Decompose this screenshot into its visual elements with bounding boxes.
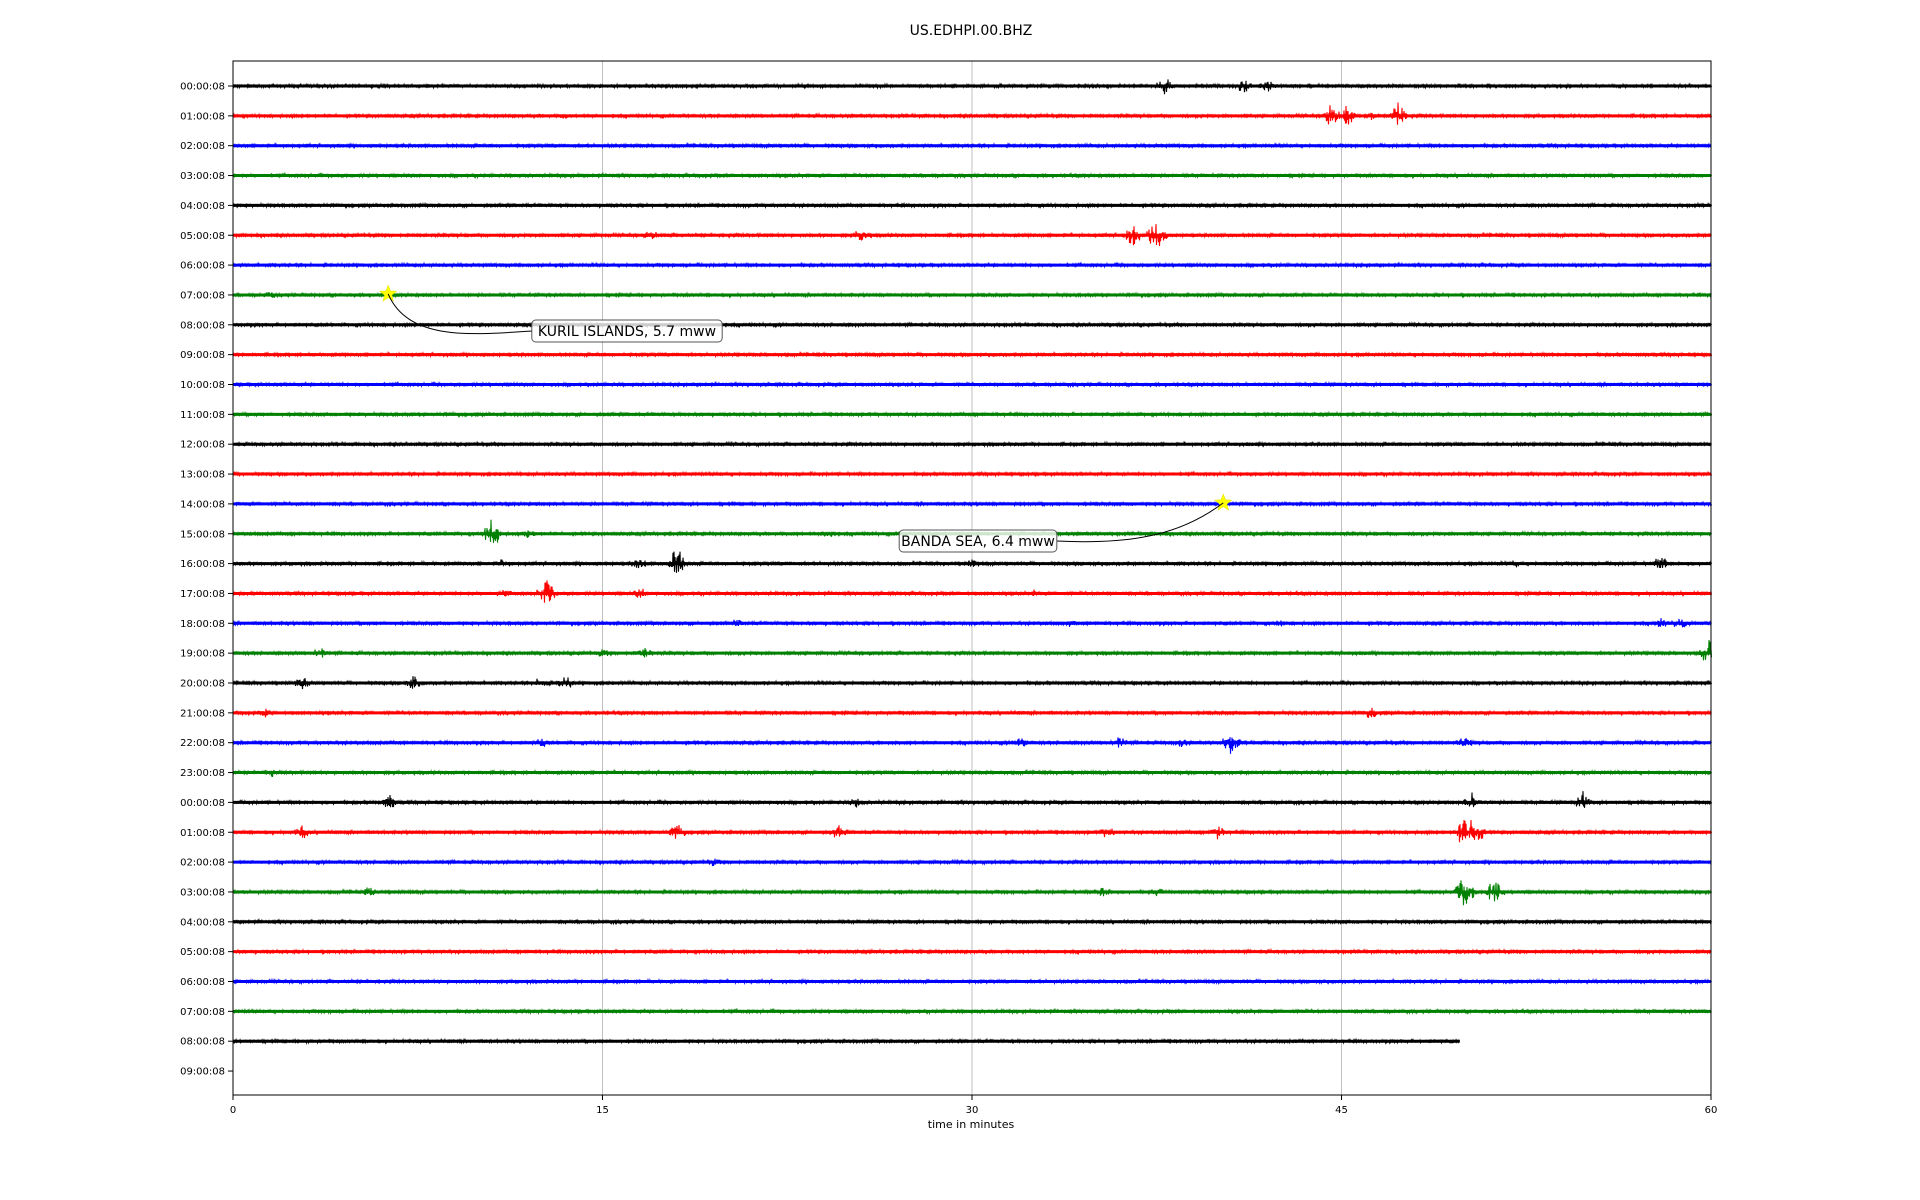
- event-star-icon: [1214, 493, 1233, 511]
- annotation-connector: [1056, 502, 1224, 543]
- x-tick-label: 15: [596, 1105, 609, 1116]
- row-label: 07:00:08: [180, 1007, 225, 1018]
- chart-title: US.EDHPI.00.BHZ: [910, 23, 1033, 39]
- annotation-group: KURIL ISLANDS, 5.7 mww BANDA SEA, 6.4 mww: [387, 293, 1224, 553]
- row-label: 00:00:08: [180, 82, 225, 93]
- row-label: 01:00:08: [180, 111, 225, 122]
- row-label: 05:00:08: [180, 231, 225, 242]
- row-label: 03:00:08: [180, 171, 225, 182]
- annotation-label: BANDA SEA, 6.4 mww: [901, 534, 1055, 550]
- row-label: 22:00:08: [180, 738, 225, 749]
- row-label: 11:00:08: [180, 410, 225, 421]
- row-label: 09:00:08: [180, 350, 225, 361]
- annotation-connector: [387, 293, 532, 335]
- row-label: 01:00:08: [180, 828, 225, 839]
- row-label: 21:00:08: [180, 708, 225, 719]
- row-label: 04:00:08: [180, 201, 225, 212]
- trace-group: [232, 79, 1713, 1045]
- row-label: 13:00:08: [180, 470, 225, 481]
- row-label: 08:00:08: [180, 1037, 225, 1048]
- row-label: 06:00:08: [180, 261, 225, 272]
- row-label: 00:00:08: [180, 798, 225, 809]
- x-axis-label: time in minutes: [928, 1118, 1015, 1131]
- event-star-icon: [378, 284, 398, 302]
- annotation-box: [898, 529, 1058, 553]
- x-tick-label: 60: [1705, 1105, 1718, 1116]
- row-label: 02:00:08: [180, 858, 225, 869]
- row-label: 19:00:08: [180, 649, 225, 660]
- row-label: 23:00:08: [180, 768, 225, 779]
- row-label: 12:00:08: [180, 440, 225, 451]
- row-label: 04:00:08: [180, 917, 225, 928]
- row-label: 06:00:08: [180, 977, 225, 988]
- annotation-box: [531, 319, 723, 343]
- annotation-label: KURIL ISLANDS, 5.7 mww: [538, 324, 716, 340]
- row-label: 09:00:08: [180, 1067, 225, 1078]
- x-tick-label: 0: [230, 1105, 236, 1116]
- row-label: 02:00:08: [180, 141, 225, 152]
- row-label: 08:00:08: [180, 320, 225, 331]
- row-label: 03:00:08: [180, 887, 225, 898]
- row-label: 07:00:08: [180, 290, 225, 301]
- x-tick-group: 0 15 30 45 60: [230, 1095, 1718, 1116]
- row-label: 05:00:08: [180, 947, 225, 958]
- x-tick-label: 30: [966, 1105, 979, 1116]
- row-label: 15:00:08: [180, 529, 225, 540]
- row-label: 20:00:08: [180, 679, 225, 690]
- event-star-group: [378, 284, 1233, 511]
- row-label: 17:00:08: [180, 589, 225, 600]
- row-label: 10:00:08: [180, 380, 225, 391]
- row-label: 18:00:08: [180, 619, 225, 630]
- row-label: 14:00:08: [180, 499, 225, 510]
- x-tick-label: 45: [1335, 1105, 1348, 1116]
- row-label: 16:00:08: [180, 559, 225, 570]
- row-label-group: 00:00:08 01:00:08 02:00:08 03:00:08 04:00:08…: [180, 82, 233, 1078]
